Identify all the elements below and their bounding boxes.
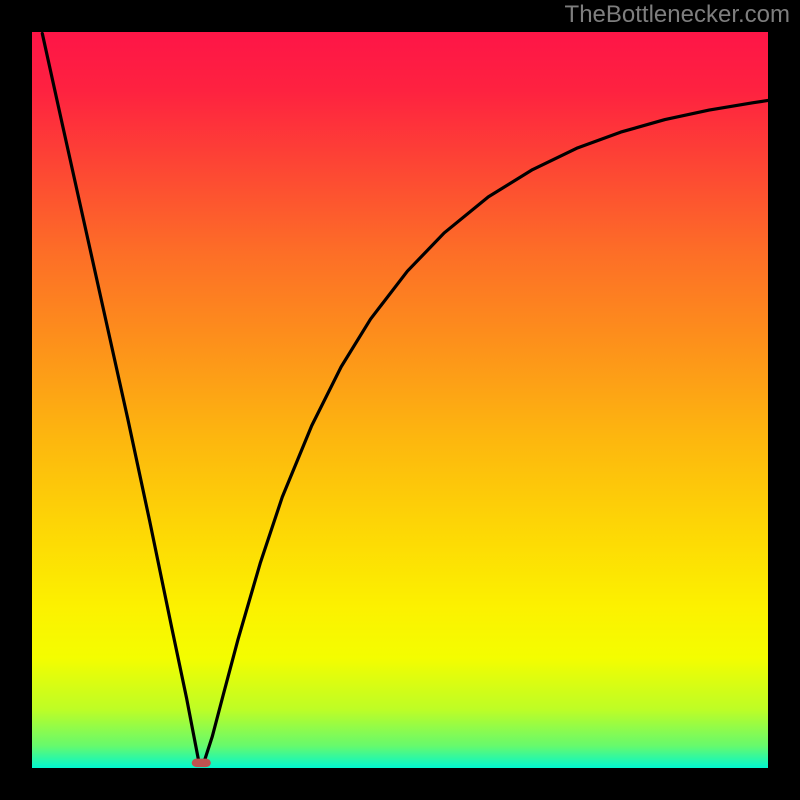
minimum-marker bbox=[192, 759, 211, 767]
plot-background bbox=[32, 32, 768, 768]
frame-border bbox=[0, 0, 32, 800]
frame-border bbox=[768, 0, 800, 800]
chart-container: TheBottlenecker.com bbox=[0, 0, 800, 800]
frame-border bbox=[0, 768, 800, 800]
chart-svg: TheBottlenecker.com bbox=[0, 0, 800, 800]
attribution-text: TheBottlenecker.com bbox=[565, 1, 790, 28]
